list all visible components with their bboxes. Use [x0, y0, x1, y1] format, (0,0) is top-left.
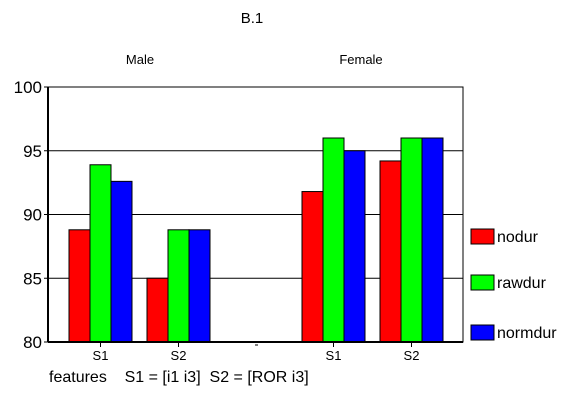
legend-swatch-nodur — [470, 228, 495, 245]
legend-label-normdur: normdur — [497, 325, 557, 342]
y-axis-ticks: 80 85 90 95 100 — [14, 78, 48, 352]
chart-title: B.1 — [241, 10, 264, 27]
group-label-female: Female — [339, 52, 382, 67]
bar-normdur — [110, 180, 133, 343]
bar-rawdur — [89, 164, 112, 343]
bar-nodur — [68, 229, 91, 343]
bar-nodur — [146, 277, 169, 343]
legend-swatch-rawdur — [470, 274, 495, 291]
y-tick-label: 90 — [23, 206, 42, 225]
bar-rawdur — [322, 137, 345, 343]
legend-label-rawdur: rawdur — [497, 275, 547, 292]
bar-normdur — [421, 137, 444, 343]
group-label-male: Male — [126, 52, 154, 67]
x-tick-label: S2 — [404, 348, 420, 363]
bar-normdur — [188, 229, 211, 343]
x-tick-label: S2 — [171, 348, 187, 363]
legend: nodur rawdur normdur — [470, 228, 557, 342]
legend-swatch-normdur — [470, 324, 495, 341]
y-tick-label: 100 — [14, 78, 42, 97]
legend-label-nodur: nodur — [497, 229, 539, 246]
y-tick-label: 80 — [23, 333, 42, 352]
bar-rawdur — [167, 229, 190, 343]
bar-rawdur — [400, 137, 423, 343]
y-tick-label: 95 — [23, 142, 42, 161]
bars — [68, 137, 444, 343]
x-tick-label: S1 — [326, 348, 342, 363]
bar-normdur — [343, 150, 366, 343]
bar-nodur — [301, 191, 324, 343]
x-tick-label: S1 — [93, 348, 109, 363]
features-caption: features S1 = [i1 i3] S2 = [ROR i3] — [49, 369, 309, 386]
y-tick-label: 85 — [23, 269, 42, 288]
x-axis-ticks: S1 S2 S1 S2 — [93, 342, 420, 363]
bar-nodur — [379, 160, 402, 343]
